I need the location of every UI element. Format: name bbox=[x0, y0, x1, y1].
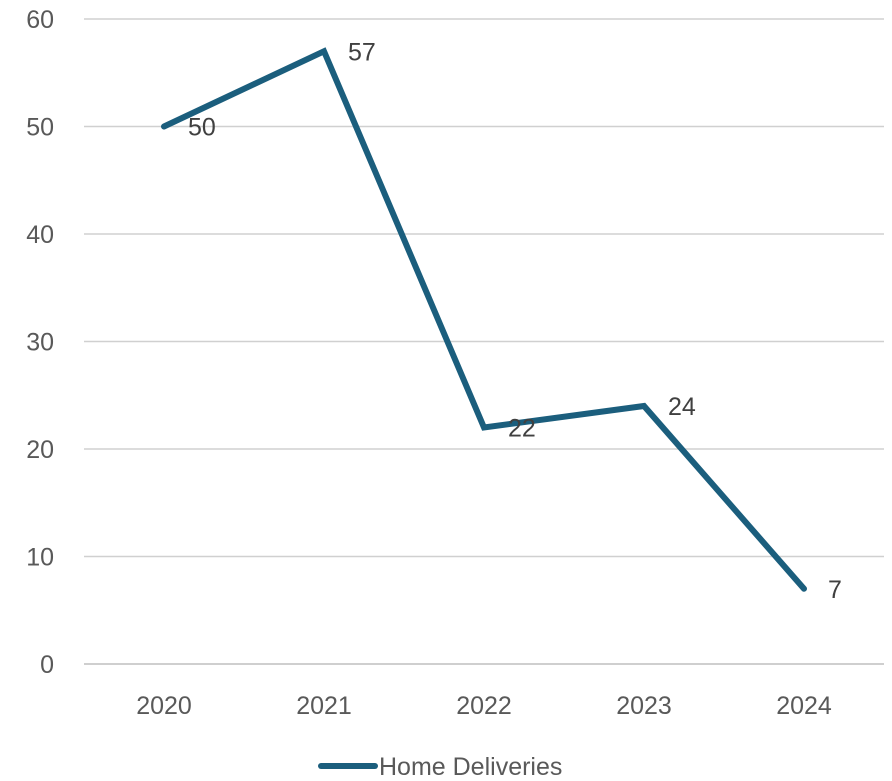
x-tick-label: 2021 bbox=[296, 692, 352, 720]
y-axis-tick-labels: 0 10 20 30 40 50 60 bbox=[26, 6, 54, 679]
y-tick-label: 0 bbox=[40, 651, 54, 679]
series-lines bbox=[161, 47, 807, 592]
legend-label-home-deliveries: Home Deliveries bbox=[379, 753, 562, 781]
y-tick-label: 30 bbox=[26, 329, 54, 357]
y-tick-label: 50 bbox=[26, 114, 54, 142]
data-label: 57 bbox=[348, 38, 376, 66]
data-label: 50 bbox=[188, 114, 216, 142]
data-label: 24 bbox=[668, 393, 696, 421]
x-tick-label: 2022 bbox=[456, 692, 512, 720]
legend: Home Deliveries bbox=[318, 753, 562, 781]
data-label: 7 bbox=[828, 576, 842, 604]
y-tick-label: 20 bbox=[26, 436, 54, 464]
x-tick-label: 2024 bbox=[776, 692, 832, 720]
data-label: 22 bbox=[508, 415, 536, 443]
y-tick-label: 10 bbox=[26, 544, 54, 572]
y-tick-label: 60 bbox=[26, 6, 54, 34]
y-tick-label: 40 bbox=[26, 221, 54, 249]
gridlines bbox=[84, 18, 884, 665]
series-line-home-deliveries bbox=[161, 47, 807, 592]
data-labels: 50 57 22 24 7 bbox=[188, 38, 842, 604]
x-axis-tick-labels: 2020 2021 2022 2023 2024 bbox=[136, 692, 832, 720]
x-tick-label: 2020 bbox=[136, 692, 192, 720]
x-tick-label: 2023 bbox=[616, 692, 672, 720]
